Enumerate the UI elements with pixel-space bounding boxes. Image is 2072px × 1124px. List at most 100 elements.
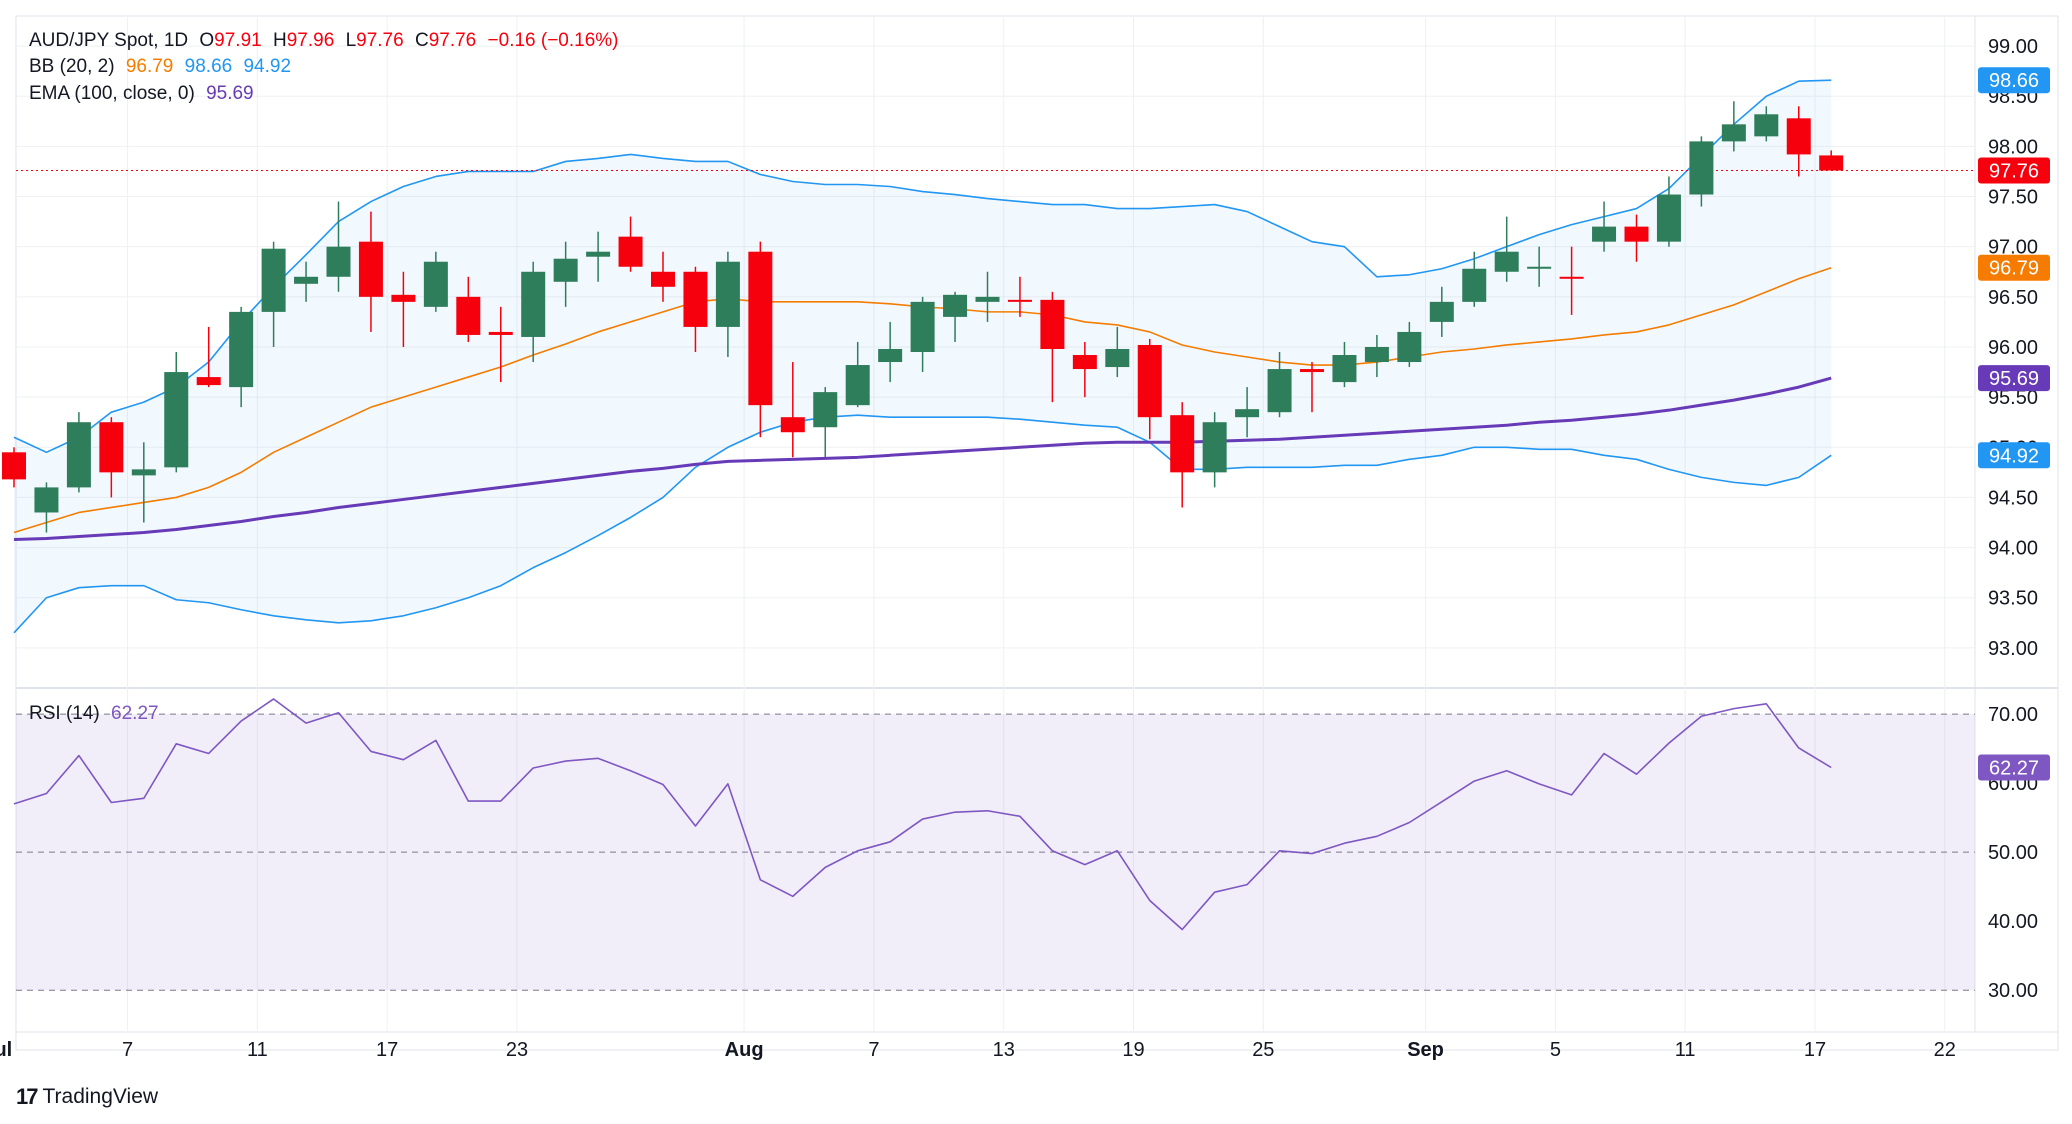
- time-tick-label: 25: [1252, 1039, 1274, 1061]
- time-tick-label: 17: [1804, 1039, 1826, 1061]
- rsi-label: RSI (14): [29, 703, 100, 724]
- candles-layer: [2, 101, 1844, 533]
- last-price-badge: [1978, 157, 2050, 184]
- candle-down: [1170, 415, 1195, 473]
- candle-down: [1007, 299, 1032, 302]
- candle-up: [1656, 194, 1681, 242]
- time-tick-label: 13: [993, 1039, 1015, 1061]
- time-tick-label: 11: [1675, 1039, 1696, 1061]
- close-value: 97.76: [428, 30, 477, 51]
- time-tick-label: 23: [506, 1039, 528, 1061]
- high-value: 97.96: [286, 30, 335, 51]
- candle-down: [748, 251, 773, 406]
- chart-frame: [15, 15, 2059, 1051]
- candle-up: [1202, 422, 1227, 473]
- symbol-label: AUD/JPY Spot, 1D: [29, 30, 189, 51]
- price-tick-label: 94.00: [1988, 538, 2038, 560]
- bb-label: BB (20, 2): [29, 56, 115, 77]
- candle-up: [1721, 124, 1746, 142]
- bb-upper-line: [13, 79, 1832, 454]
- ema-value: 95.69: [206, 83, 254, 104]
- candle-up: [845, 365, 870, 406]
- candle-down: [358, 241, 383, 297]
- candle-down: [1072, 355, 1097, 370]
- low-value: 97.76: [356, 30, 404, 51]
- brand-name: TradingView: [42, 1085, 159, 1108]
- candle-up: [1527, 266, 1552, 269]
- tradingview-brand[interactable]: 17 TradingView: [16, 1084, 158, 1110]
- candle-down: [1786, 118, 1811, 155]
- candle-down: [618, 236, 643, 267]
- bb-lower-badge: [1978, 442, 2050, 469]
- time-tick-label: 7: [122, 1039, 133, 1061]
- bb-basis-badge: [1978, 254, 2050, 281]
- price-tick-label: 94.50: [1988, 487, 2038, 509]
- candle-up: [1689, 141, 1714, 195]
- time-tick-label: 19: [1122, 1039, 1144, 1061]
- candle-up: [586, 251, 611, 257]
- bb-upper-badge: [1978, 67, 2050, 94]
- candle-up: [910, 301, 935, 352]
- price-tick-label: 93.00: [1988, 638, 2038, 660]
- time-tick-label: 11: [247, 1039, 268, 1061]
- ema-badge-text: 95.69: [1989, 368, 2039, 390]
- candle-up: [878, 348, 903, 363]
- rsi-tick-label: 70.00: [1988, 704, 2038, 726]
- candle-down: [391, 294, 416, 302]
- tradingview-logo-icon: 17: [16, 1084, 39, 1109]
- candle-up: [553, 258, 578, 282]
- candle-up: [294, 276, 319, 284]
- ema-badge: [1978, 365, 2050, 392]
- price-tick-label: 99.00: [1988, 36, 2038, 58]
- candle-up: [1105, 348, 1130, 368]
- rsi-badge: [1978, 754, 2050, 781]
- bb-basis-badge-text: 96.79: [1989, 258, 2039, 280]
- bb-lower-line: [13, 414, 1832, 634]
- axes-layer: 93.0093.5094.0094.5095.0095.5096.0096.50…: [0, 36, 2050, 1061]
- close-label: C: [414, 30, 429, 51]
- candle-up: [131, 469, 156, 476]
- candle-up: [975, 296, 1000, 302]
- candle-down: [1040, 299, 1065, 349]
- open-label: O: [199, 30, 215, 51]
- candle-down: [196, 377, 221, 386]
- candle-down: [1819, 155, 1844, 171]
- price-tick-label: 96.50: [1988, 287, 2038, 309]
- candle-up: [1462, 268, 1487, 302]
- candle-up: [34, 487, 59, 513]
- candle-down: [1559, 276, 1584, 279]
- price-tick-label: 96.00: [1988, 337, 2038, 359]
- ema-label: EMA (100, close, 0): [29, 83, 195, 104]
- candle-up: [1429, 301, 1454, 322]
- rsi-line: [13, 698, 1832, 931]
- candle-up: [1754, 114, 1779, 137]
- time-tick-label: 5: [1550, 1039, 1561, 1061]
- open-value: 97.91: [214, 30, 262, 51]
- candle-up: [229, 311, 254, 388]
- candle-up: [164, 372, 189, 468]
- bb-upper-value: 98.66: [184, 56, 233, 77]
- rsi-tick-label: 30.00: [1988, 980, 2038, 1002]
- candle-up: [715, 261, 740, 327]
- high-label: H: [273, 30, 287, 51]
- candle-up: [1592, 226, 1617, 242]
- ema-legend: EMA (100, close, 0) 95.69: [29, 83, 260, 105]
- candle-up: [1332, 355, 1357, 383]
- candle-down: [99, 422, 124, 473]
- candle-down: [651, 271, 675, 287]
- price-tick-label: 97.50: [1988, 187, 2038, 209]
- ema100-line: [13, 376, 1832, 542]
- candle-down: [1137, 344, 1162, 418]
- candle-up: [813, 392, 838, 428]
- time-tick-label: Sep: [1407, 1039, 1444, 1061]
- time-tick-label: Aug: [725, 1039, 764, 1061]
- candle-up: [66, 422, 91, 488]
- price-tick-label: 93.50: [1988, 588, 2038, 610]
- time-tick-label: Jul: [0, 1039, 12, 1061]
- candle-up: [943, 294, 968, 317]
- price-tick-label: 97.00: [1988, 237, 2038, 259]
- candle-up: [1397, 331, 1422, 363]
- rsi-value: 62.27: [111, 703, 159, 724]
